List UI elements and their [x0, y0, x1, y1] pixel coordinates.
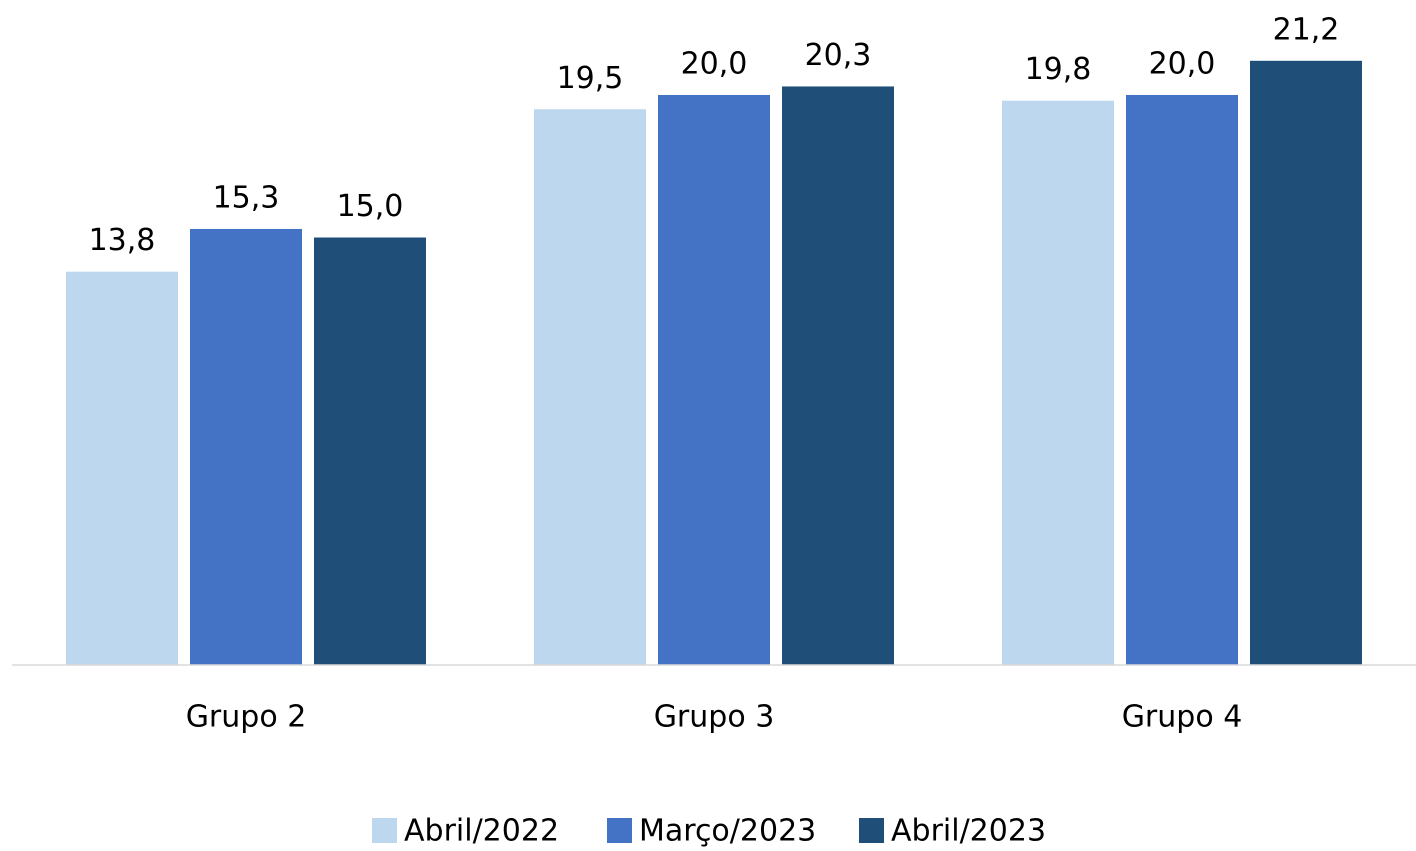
x-tick-label: Grupo 2: [186, 700, 307, 735]
legend-swatch: [859, 818, 884, 843]
bar: [66, 271, 178, 665]
bar: [782, 86, 894, 665]
data-label: 19,5: [557, 61, 624, 96]
data-label: 20,0: [681, 47, 748, 82]
bar: [190, 228, 302, 665]
data-label: 15,3: [213, 180, 280, 215]
legend-swatch: [607, 818, 632, 843]
bar: [534, 109, 646, 665]
legend-label: Março/2023: [639, 814, 816, 849]
legend-label: Abril/2022: [404, 814, 559, 849]
legend-swatch: [372, 818, 397, 843]
data-label: 15,0: [337, 189, 404, 224]
data-label: 20,0: [1149, 47, 1216, 82]
data-label: 20,3: [805, 38, 872, 73]
x-tick-label: Grupo 3: [654, 700, 775, 735]
legend-label: Abril/2023: [891, 814, 1046, 849]
bar: [658, 95, 770, 665]
bar: [1250, 60, 1362, 666]
x-tick-label: Grupo 4: [1122, 700, 1243, 735]
data-label: 13,8: [89, 223, 156, 258]
data-label: 19,8: [1025, 52, 1092, 87]
bar: [1002, 100, 1114, 665]
bar: [314, 237, 426, 665]
data-label: 21,2: [1273, 12, 1340, 47]
bar: [1126, 95, 1238, 665]
